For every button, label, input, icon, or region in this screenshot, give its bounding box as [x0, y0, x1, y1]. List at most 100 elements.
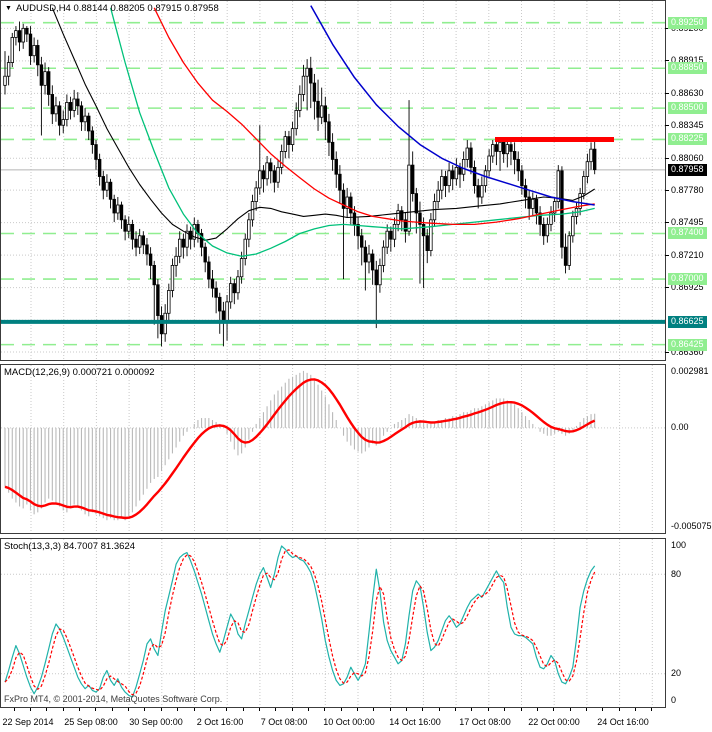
bull-candle-body [137, 235, 142, 248]
bull-candle-body [10, 37, 14, 63]
bear-candle-body [17, 30, 22, 43]
bear-candle-body [323, 105, 328, 123]
price-axis-tick [665, 125, 669, 127]
bear-candle-body [57, 105, 62, 126]
bear-candle-body [443, 176, 448, 187]
stochastic-indicator-panel[interactable] [0, 538, 666, 708]
bull-candle-body [440, 176, 444, 191]
bear-candle-body [472, 166, 477, 187]
copyright-text: FxPro MT4, © 2001-2014, MetaQuotes Softw… [4, 694, 223, 704]
bear-candle-body [534, 198, 539, 214]
bull-candle-body [367, 253, 371, 263]
bear-candle-body [46, 71, 51, 95]
bull-candle-body [254, 187, 258, 202]
bear-candle-body [414, 193, 419, 214]
bull-candle-body [465, 147, 469, 160]
bull-candle-body [6, 62, 11, 77]
bull-candle-body [276, 166, 280, 183]
bear-candle-body [370, 253, 375, 271]
bull-candle-body [61, 119, 65, 126]
macd-canvas[interactable] [1, 365, 665, 533]
macd-indicator-panel[interactable] [0, 364, 666, 534]
stochastic-axis-label: 0 [671, 695, 677, 705]
bear-candle-body [352, 212, 357, 225]
bull-candle-body [571, 215, 575, 237]
ma-red-line [153, 7, 595, 226]
time-axis-tick [373, 708, 375, 711]
stochastic-title: Stoch(13,3,3) 84.7007 81.3624 [4, 541, 135, 552]
time-axis-tick [422, 708, 424, 711]
level-price-label: 0.88225 [668, 133, 707, 146]
bull-candle-body [567, 235, 571, 266]
time-axis-tick [536, 708, 538, 711]
time-axis-label: 30 Sep 00:00 [129, 717, 183, 727]
time-axis[interactable] [0, 708, 712, 732]
price-axis-label: 0.86360 [671, 346, 704, 357]
bear-candle-body [341, 189, 346, 209]
bear-candle-body [25, 27, 29, 35]
bull-candle-body [345, 196, 349, 209]
bear-candle-body [469, 147, 473, 168]
bear-candle-body [309, 67, 313, 84]
bear-candle-body [418, 212, 422, 225]
price-axis-tick [665, 222, 669, 224]
bull-candle-body [116, 204, 120, 214]
bear-candle-body [509, 144, 513, 152]
price-chart-canvas[interactable] [1, 1, 665, 360]
bull-candle-body [236, 276, 240, 294]
bear-candle-body [542, 223, 546, 237]
bull-candle-body [578, 193, 582, 209]
time-axis-tick [406, 708, 408, 711]
bull-candle-body [552, 201, 557, 214]
time-axis-tick [307, 708, 309, 711]
price-axis-label: 0.87780 [671, 184, 704, 195]
bull-candle-body [385, 230, 389, 248]
level-price-label: 0.89250 [668, 16, 707, 29]
bear-candle-body [101, 176, 105, 191]
bull-candle-body [3, 75, 7, 86]
bull-candle-body [170, 265, 175, 291]
time-axis-tick [79, 708, 81, 711]
bear-candle-body [410, 164, 415, 195]
level-price-label: 0.86425 [668, 338, 707, 351]
bear-candle-body [152, 265, 156, 286]
symbol-dropdown-icon[interactable]: ▼ [5, 5, 12, 12]
bear-candle-body [330, 141, 335, 160]
macd-axis-label: 0.00 [671, 422, 689, 433]
price-axis-tick [665, 351, 669, 353]
time-axis-label: 14 Oct 16:00 [389, 717, 441, 727]
bear-candle-body [312, 82, 317, 102]
bear-candle-body [327, 121, 331, 143]
bear-candle-body [232, 283, 237, 294]
bull-candle-body [589, 148, 593, 163]
bear-candle-body [458, 166, 462, 175]
bull-candle-body [531, 198, 535, 209]
price-chart-panel[interactable] [0, 0, 666, 361]
current-price-label: 0.87958 [668, 163, 707, 176]
price-axis-tick [665, 92, 669, 94]
bear-candle-body [316, 100, 320, 118]
time-axis-tick [487, 708, 489, 711]
time-axis-label: 22 Sep 2014 [2, 717, 54, 727]
bull-candle-body [545, 223, 550, 237]
bull-candle-body [556, 170, 560, 202]
bear-candle-body [356, 223, 360, 237]
stochastic-canvas[interactable] [1, 539, 665, 707]
bull-candle-body [487, 155, 491, 172]
price-axis-label: 0.88060 [671, 152, 704, 163]
chart-title: ▼ AUDUSD,H4 0.88144 0.88205 0.87915 0.879… [5, 3, 219, 14]
bear-candle-body [563, 246, 568, 266]
macd-axis-label: -0.005075 [671, 521, 712, 531]
bear-candle-body [360, 235, 364, 248]
bull-candle-body [436, 189, 440, 202]
bear-candle-body [68, 102, 73, 111]
bear-candle-body [512, 151, 517, 160]
stochastic-axis-label: 100 [671, 540, 687, 550]
bull-candle-body [178, 238, 182, 257]
price-axis-tick [665, 157, 669, 159]
bull-candle-body [247, 219, 251, 240]
time-axis-tick [226, 708, 228, 711]
time-axis-tick [520, 708, 522, 711]
bull-candle-body [461, 159, 466, 175]
bull-candle-body [447, 170, 451, 187]
